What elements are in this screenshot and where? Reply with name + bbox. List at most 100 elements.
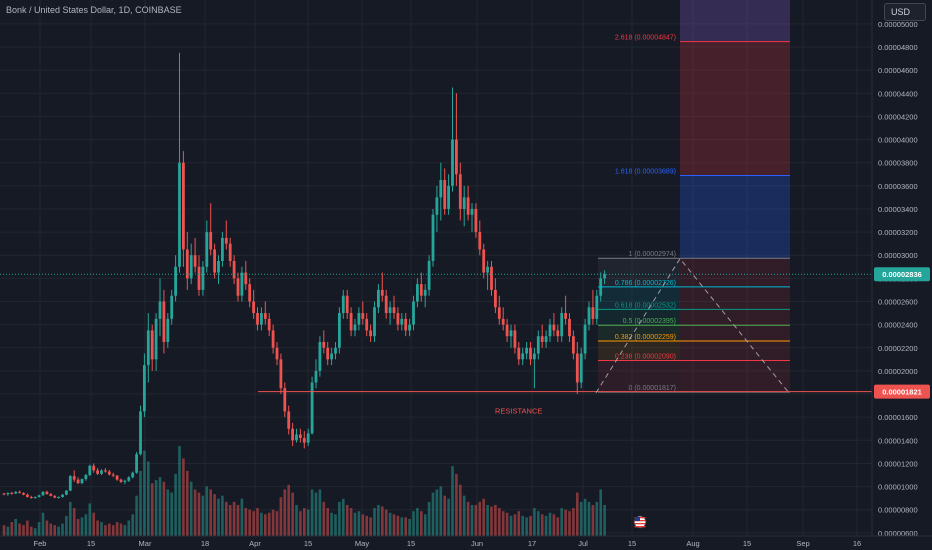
candle (275, 347, 279, 360)
volume-bar (100, 522, 103, 536)
candle (178, 162, 181, 267)
volume-bar (334, 514, 337, 536)
candle (170, 295, 174, 319)
time-axis-label: 15 (743, 539, 751, 548)
volume-bar (147, 461, 150, 536)
volume-bar (57, 526, 60, 536)
volume-bar (501, 511, 505, 536)
time-axis-label: 18 (201, 539, 209, 548)
volume-bar (22, 525, 25, 536)
flag-canton (635, 517, 640, 521)
volume-bar (76, 518, 80, 536)
volume-bar (455, 473, 458, 536)
price-axis-label: 0.00001400 (878, 436, 918, 445)
candle (400, 318, 404, 325)
volume-bar (2, 525, 6, 536)
volume-bar (330, 512, 333, 536)
volume-bar (318, 489, 322, 536)
candle (326, 347, 330, 360)
candle (404, 318, 408, 331)
candle (318, 341, 322, 371)
candle (26, 494, 29, 497)
currency-button[interactable]: USD (884, 3, 926, 21)
candle (283, 388, 287, 412)
candle (568, 318, 571, 337)
volume-bar (314, 492, 318, 536)
candle (427, 261, 431, 290)
volume-bar (225, 501, 228, 536)
candle (61, 494, 64, 497)
candle (591, 307, 595, 319)
candle (205, 232, 209, 267)
volume-bar (92, 512, 95, 536)
volume-bar (189, 481, 193, 536)
candle (14, 491, 18, 494)
price-axis-label: 0.00003800 (878, 159, 918, 168)
volume-bar (564, 509, 567, 536)
candle (45, 491, 49, 495)
volume-bar (587, 501, 591, 536)
candle (41, 491, 45, 496)
time-axis: Feb 15 Mar 18 Apr 15 May 15 Jun 17 Jul 15 Aug 15 Sep 16 (0, 535, 932, 548)
volume-bar (41, 512, 45, 536)
volume-bar (353, 512, 357, 536)
volume-bar (279, 497, 283, 536)
candle (267, 318, 271, 331)
candle (431, 214, 435, 262)
volume-bar (193, 489, 197, 536)
price-axis-label: 0.00000600 (878, 529, 918, 538)
volume-bar (61, 523, 64, 536)
volume-bar (14, 518, 17, 536)
volume-bar (490, 506, 493, 536)
time-axis-label: Apr (249, 539, 261, 548)
volume-bar (517, 511, 521, 536)
candle (18, 491, 21, 493)
candle (174, 266, 177, 296)
volume-bar (53, 525, 56, 536)
candle (384, 295, 388, 314)
volume-bar (162, 481, 166, 536)
candle (224, 237, 228, 244)
price-axis-label: 0.00000800 (878, 506, 918, 515)
price-axis-label: 0.00001600 (878, 413, 918, 422)
price-axis-label: 0.00003200 (878, 228, 918, 237)
price-axis-label: 0.00004000 (878, 136, 918, 145)
volume-bar (291, 492, 294, 536)
volume-bar (342, 498, 345, 536)
volume-bar (525, 517, 528, 536)
volume-bar (556, 517, 560, 536)
volume-bar (591, 504, 595, 536)
fib-level-label: 0.5 (0.00002395) (623, 318, 676, 325)
price-axis-label: 0.00004400 (878, 89, 918, 98)
volume-bar (338, 501, 341, 536)
price-tag-label: 0.00002836 (882, 270, 922, 279)
volume-bar (123, 525, 127, 536)
price-tag (874, 384, 930, 399)
candle (564, 313, 567, 319)
candle (451, 139, 454, 186)
candle (388, 307, 392, 314)
volume-bar (267, 512, 271, 536)
fib-band-0.5 (598, 325, 680, 341)
volume-bar (474, 504, 478, 536)
volume-bar (6, 526, 10, 536)
time-axis-label: 15 (87, 539, 95, 548)
candle (579, 353, 583, 383)
volume-bar (513, 514, 517, 536)
time-axis-label: 15 (407, 539, 415, 548)
volume-bar (283, 489, 287, 536)
candle (221, 237, 224, 262)
flag-stripe (634, 526, 646, 528)
volume-bar (299, 511, 302, 536)
volume-bar (404, 517, 407, 536)
price-axis-label: 0.00002200 (878, 344, 918, 353)
candle (22, 492, 25, 495)
candle (244, 272, 248, 285)
volume-bar (427, 501, 431, 536)
candle (271, 330, 275, 348)
candle (443, 180, 447, 209)
volume-bar (310, 489, 314, 536)
candle (497, 307, 501, 319)
volume-bar (88, 503, 92, 536)
